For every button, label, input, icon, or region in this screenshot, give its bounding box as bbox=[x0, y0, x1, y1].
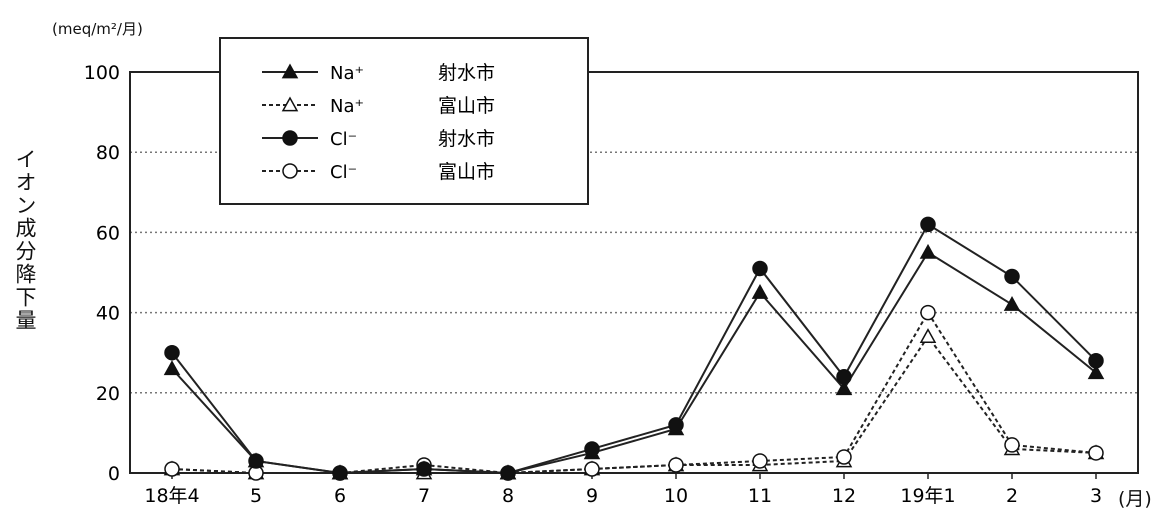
x-tick-label: 11 bbox=[748, 485, 772, 507]
data-point bbox=[164, 344, 180, 361]
data-point bbox=[668, 417, 684, 433]
data-point bbox=[163, 360, 181, 376]
data-point bbox=[920, 216, 936, 233]
data-point bbox=[584, 441, 600, 457]
y-tick-label: 0 bbox=[108, 463, 120, 485]
x-tick-label: 19年1 bbox=[900, 485, 955, 507]
x-unit-label: (月) bbox=[1118, 488, 1152, 510]
data-point bbox=[836, 449, 852, 465]
legend-ion-label: Cl⁻ bbox=[330, 129, 357, 150]
legend-place-label: 富山市 bbox=[438, 161, 495, 183]
data-point bbox=[920, 304, 936, 321]
data-point bbox=[919, 243, 937, 259]
x-tick-label: 9 bbox=[586, 485, 598, 507]
data-point bbox=[751, 284, 769, 299]
data-point bbox=[752, 260, 768, 277]
legend-place-label: 射水市 bbox=[438, 62, 495, 84]
data-point bbox=[835, 380, 853, 396]
data-point bbox=[416, 461, 432, 477]
legend-ion-label: Na⁺ bbox=[330, 63, 364, 84]
legend-ion-label: Na⁺ bbox=[330, 96, 364, 117]
data-point bbox=[1088, 352, 1104, 369]
data-point bbox=[248, 453, 264, 469]
x-tick-label: 6 bbox=[334, 485, 346, 507]
data-point bbox=[752, 453, 768, 469]
legend-marker bbox=[281, 96, 299, 112]
data-point bbox=[332, 465, 348, 481]
plot-frame bbox=[129, 71, 1139, 474]
legend-place-label: 射水市 bbox=[438, 128, 495, 150]
x-tick-label: 12 bbox=[832, 485, 856, 507]
data-point bbox=[1004, 268, 1020, 285]
data-point bbox=[584, 461, 600, 477]
y-tick-label: 20 bbox=[96, 383, 120, 405]
data-point bbox=[1003, 296, 1021, 311]
data-point bbox=[668, 457, 684, 473]
data-point bbox=[1004, 437, 1020, 453]
x-tick-label: 10 bbox=[664, 485, 688, 507]
data-point bbox=[919, 328, 937, 344]
y-tick-label: 60 bbox=[96, 222, 120, 244]
legend-ion-label: Cl⁻ bbox=[330, 162, 357, 183]
data-point bbox=[164, 461, 180, 477]
legend-marker bbox=[282, 163, 298, 179]
x-tick-label: 5 bbox=[250, 485, 262, 507]
series-line bbox=[171, 310, 1097, 475]
legend-marker bbox=[282, 130, 298, 146]
legend-marker bbox=[281, 63, 299, 79]
y-tick-label: 100 bbox=[84, 62, 120, 84]
data-point bbox=[1087, 364, 1105, 380]
y-unit-label: (meq/m²/月) bbox=[52, 20, 143, 38]
legend-box bbox=[219, 37, 589, 205]
data-point bbox=[836, 369, 852, 385]
series-line bbox=[171, 251, 1097, 475]
x-tick-label: 8 bbox=[502, 485, 514, 507]
data-point bbox=[500, 465, 516, 481]
x-tick-label: 7 bbox=[418, 485, 430, 507]
y-axis-label: イオン成分降下量 bbox=[13, 148, 37, 332]
y-tick-label: 40 bbox=[96, 303, 120, 325]
series-line bbox=[171, 222, 1097, 475]
y-tick-label: 80 bbox=[96, 142, 120, 164]
series-line bbox=[171, 334, 1097, 474]
x-tick-label: 3 bbox=[1090, 485, 1102, 507]
data-point bbox=[1088, 445, 1104, 461]
legend-place-label: 富山市 bbox=[438, 95, 495, 117]
x-tick-label: 2 bbox=[1006, 485, 1018, 507]
x-tick-label: 18年4 bbox=[144, 485, 199, 507]
